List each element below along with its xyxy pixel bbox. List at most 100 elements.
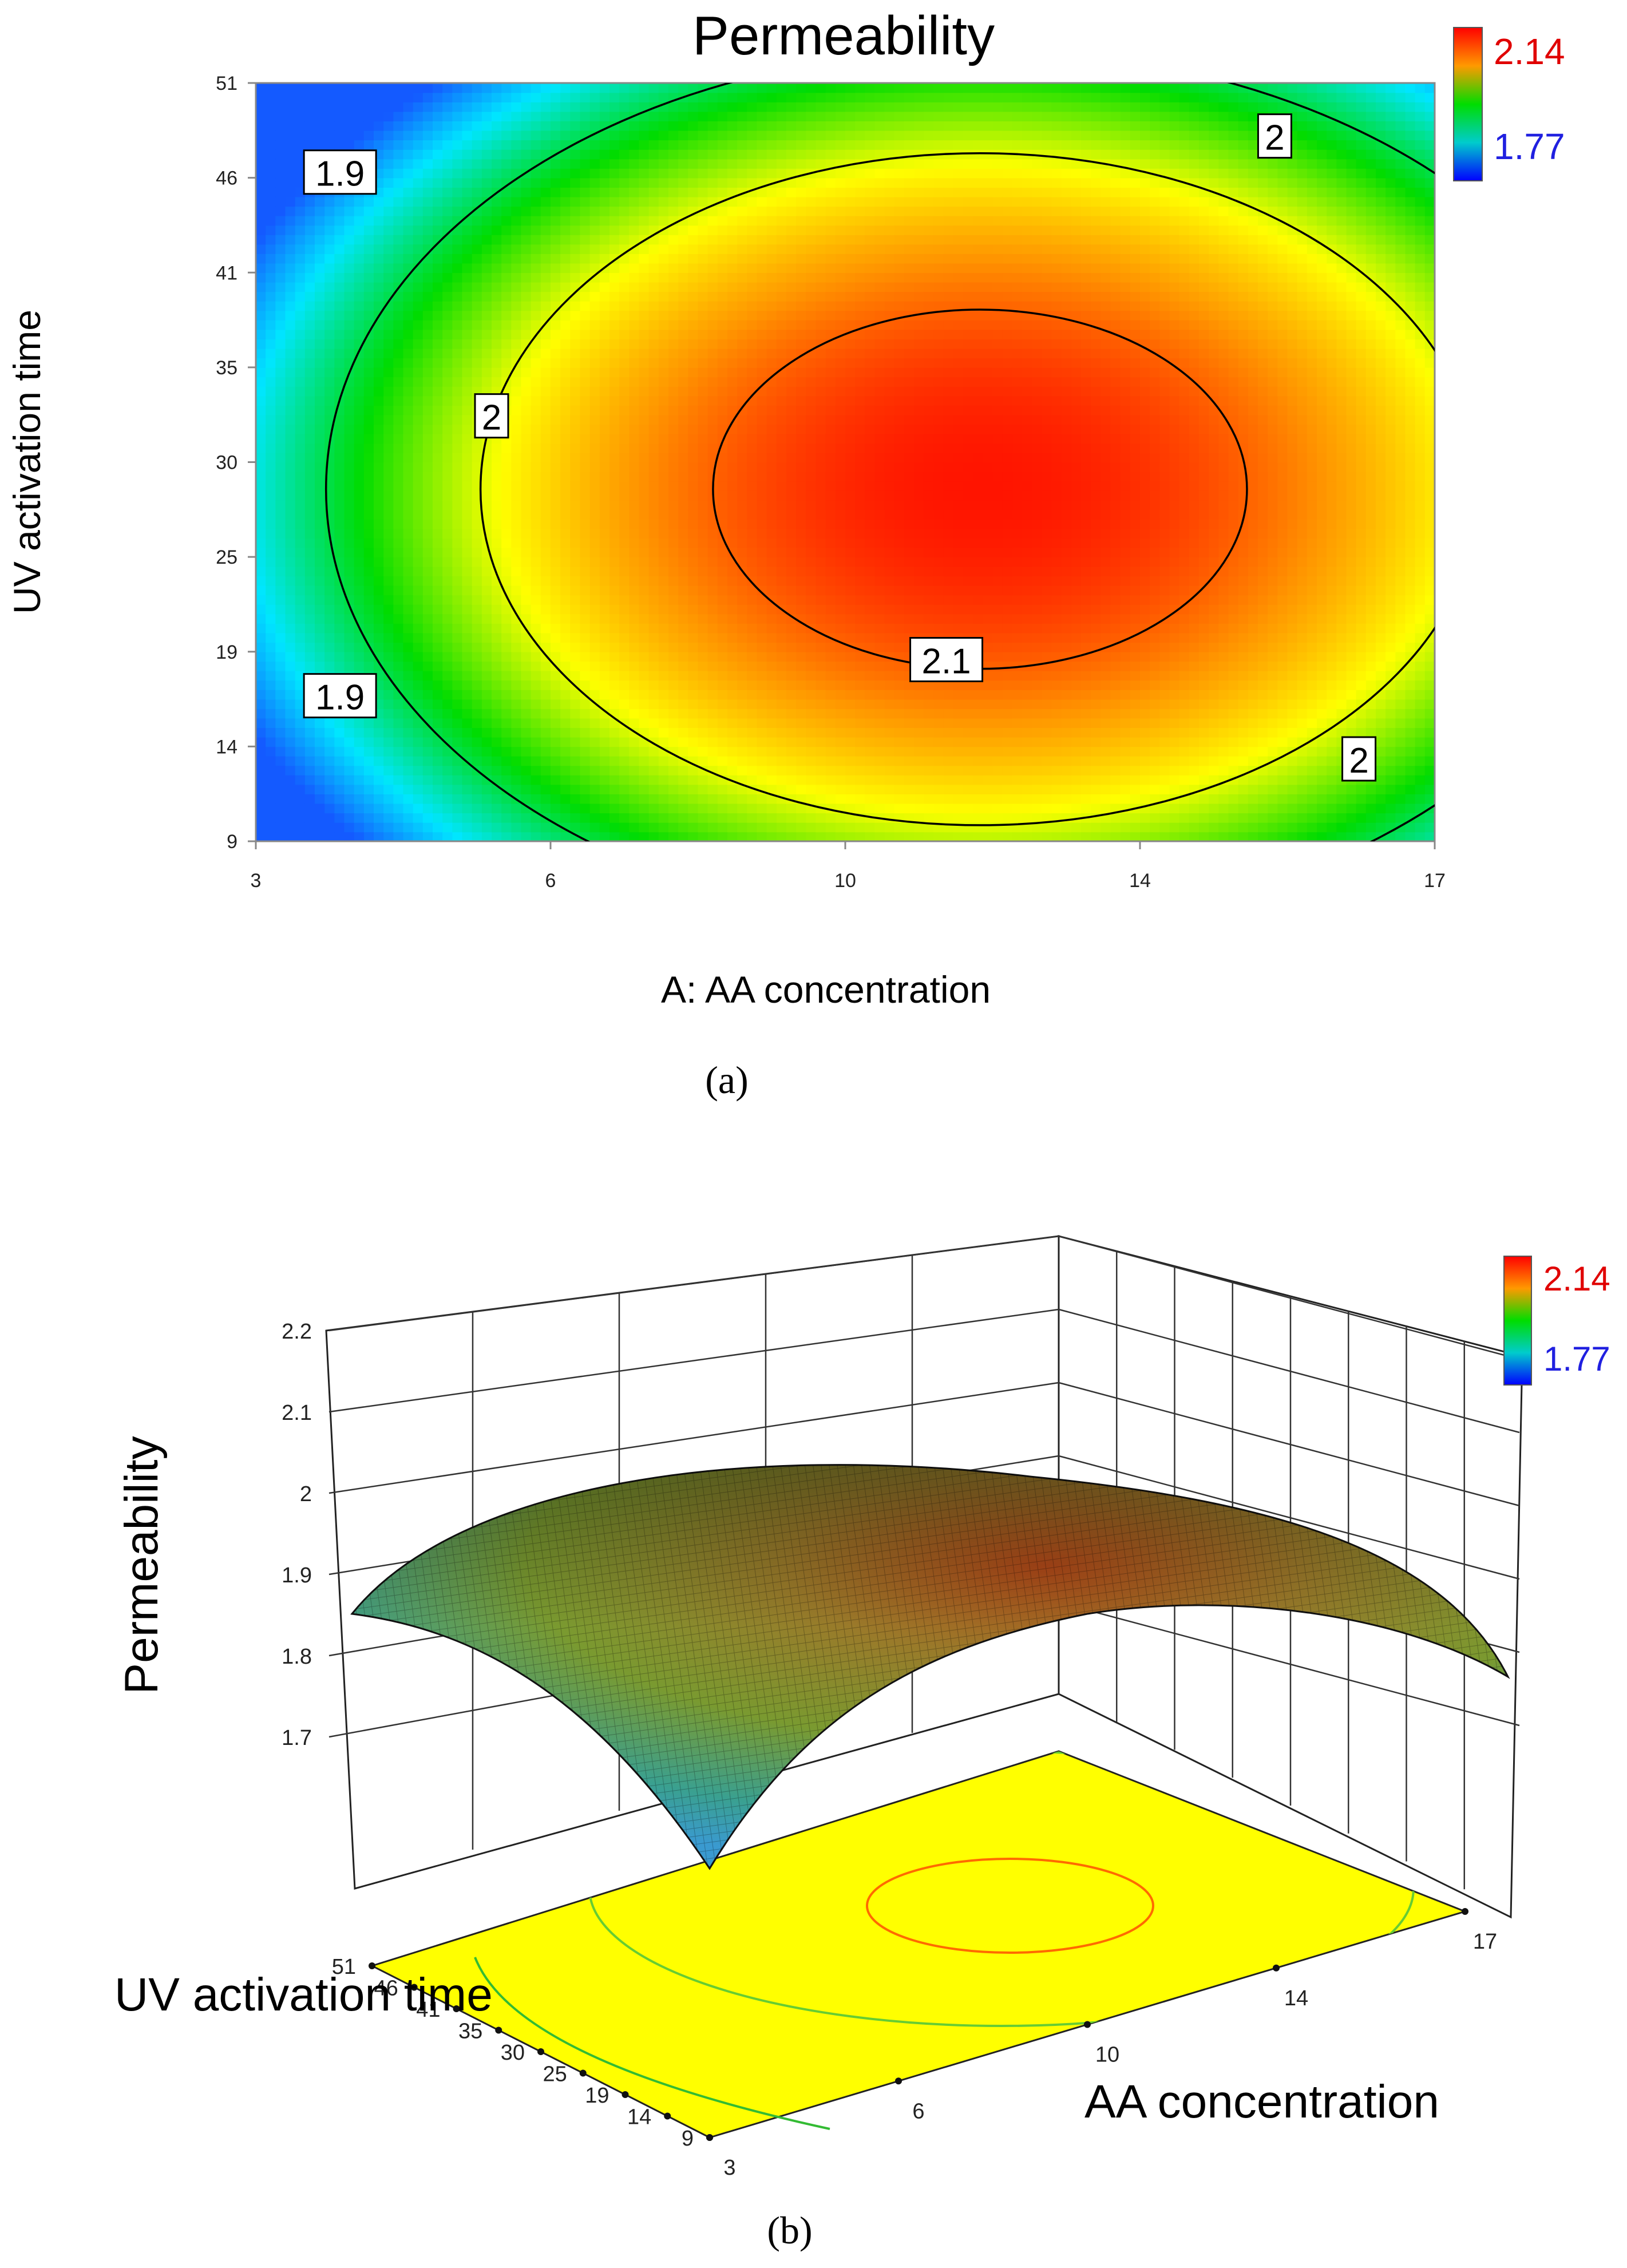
heatmap-cell [521, 490, 532, 501]
heatmap-cell [589, 832, 600, 842]
heatmap-cell [776, 690, 787, 700]
heatmap-cell [374, 623, 384, 634]
heatmap-cell [462, 130, 473, 141]
heatmap-cell [344, 225, 355, 235]
heatmap-cell [393, 794, 404, 804]
heatmap-cell [737, 784, 748, 794]
heatmap-cell [835, 642, 846, 652]
heatmap-cell [521, 613, 532, 624]
heatmap-cell [383, 727, 394, 738]
heatmap-cell [668, 121, 679, 131]
heatmap-cell [816, 755, 826, 766]
heatmap-cell [383, 708, 394, 719]
heatmap-cell [304, 206, 315, 216]
heatmap-cell [256, 111, 266, 122]
heatmap-cell [658, 244, 669, 254]
heatmap-cell [403, 367, 414, 378]
heatmap-cell [374, 414, 384, 425]
heatmap-cell [531, 206, 541, 216]
heatmap-cell [511, 443, 522, 453]
heatmap-cell [295, 784, 306, 794]
heatmap-cell [845, 813, 856, 823]
heatmap-cell [806, 177, 817, 188]
heatmap-cell [796, 300, 807, 311]
heatmap-cell [540, 140, 551, 150]
heatmap-cell [531, 784, 541, 794]
heatmap-cell [266, 727, 276, 738]
heatmap-cell [688, 690, 699, 700]
heatmap-cell [599, 481, 610, 491]
heatmap-cell [413, 803, 423, 814]
heatmap-cell [374, 320, 384, 330]
heatmap-cell [472, 272, 482, 283]
heatmap-cell [855, 83, 866, 93]
heatmap-cell [363, 215, 374, 226]
heatmap-cell [324, 642, 335, 652]
heatmap-cell [806, 518, 817, 529]
heatmap-cell [648, 206, 659, 216]
heatmap-cell [570, 130, 581, 141]
heatmap-cell [688, 538, 699, 548]
heatmap-cell [315, 632, 325, 643]
heatmap-cell [816, 547, 826, 557]
heatmap-cell [334, 775, 345, 785]
heatmap-cell [629, 235, 640, 245]
heatmap-cell [413, 405, 423, 415]
heatmap-cell [511, 187, 522, 197]
heatmap-cell [845, 690, 856, 700]
heatmap-cell [452, 718, 463, 729]
heatmap-cell [334, 235, 345, 245]
heatmap-cell [786, 547, 797, 557]
heatmap-cell [747, 405, 758, 415]
heatmap-cell [403, 557, 414, 567]
heatmap-cell [354, 291, 365, 302]
heatmap-cell [816, 443, 826, 453]
heatmap-cell [403, 320, 414, 330]
heatmap-cell [835, 452, 846, 463]
heatmap-cell [678, 566, 689, 577]
heatmap-cell [580, 490, 591, 501]
heatmap-cell [747, 358, 758, 368]
heatmap-cell [658, 794, 669, 804]
heatmap-cell [422, 149, 433, 160]
heatmap-cell [521, 566, 532, 577]
heatmap-cell [698, 386, 708, 397]
heatmap-cell [658, 661, 669, 671]
heatmap-cell [374, 235, 384, 245]
heatmap-cell [865, 576, 876, 586]
heatmap-cell [619, 386, 630, 397]
heatmap-cell [374, 576, 384, 586]
heatmap-cell [855, 765, 866, 775]
heatmap-cell [266, 718, 276, 729]
heatmap-cell [383, 699, 394, 709]
heatmap-cell [403, 794, 414, 804]
heatmap-cell [295, 367, 306, 378]
heatmap-cell [816, 661, 826, 671]
heatmap-cell [315, 718, 325, 729]
heatmap-cell [668, 320, 679, 330]
heatmap-cell [796, 490, 807, 501]
heatmap-cell [452, 358, 463, 368]
heatmap-cell [668, 244, 679, 254]
heatmap-cell [521, 462, 532, 472]
heatmap-cell [747, 794, 758, 804]
heatmap-cell [433, 367, 443, 378]
heatmap-cell [776, 329, 787, 339]
heatmap-cell [492, 509, 502, 520]
heatmap-cell [619, 140, 630, 150]
heatmap-cell [619, 604, 630, 615]
heatmap-cell [845, 775, 856, 785]
heatmap-cell [757, 528, 767, 539]
heatmap-cell [688, 632, 699, 643]
heatmap-cell [609, 547, 620, 557]
heatmap-cell [285, 699, 296, 709]
heatmap-cell [806, 159, 817, 169]
heatmap-cell [570, 585, 581, 596]
heatmap-cell [855, 196, 866, 207]
heatmap-cell [501, 528, 512, 539]
heatmap-cell [304, 215, 315, 226]
heatmap-cell [707, 452, 718, 463]
heatmap-cell [845, 244, 856, 254]
heatmap-cell [855, 386, 866, 397]
heatmap-cell [629, 424, 640, 434]
